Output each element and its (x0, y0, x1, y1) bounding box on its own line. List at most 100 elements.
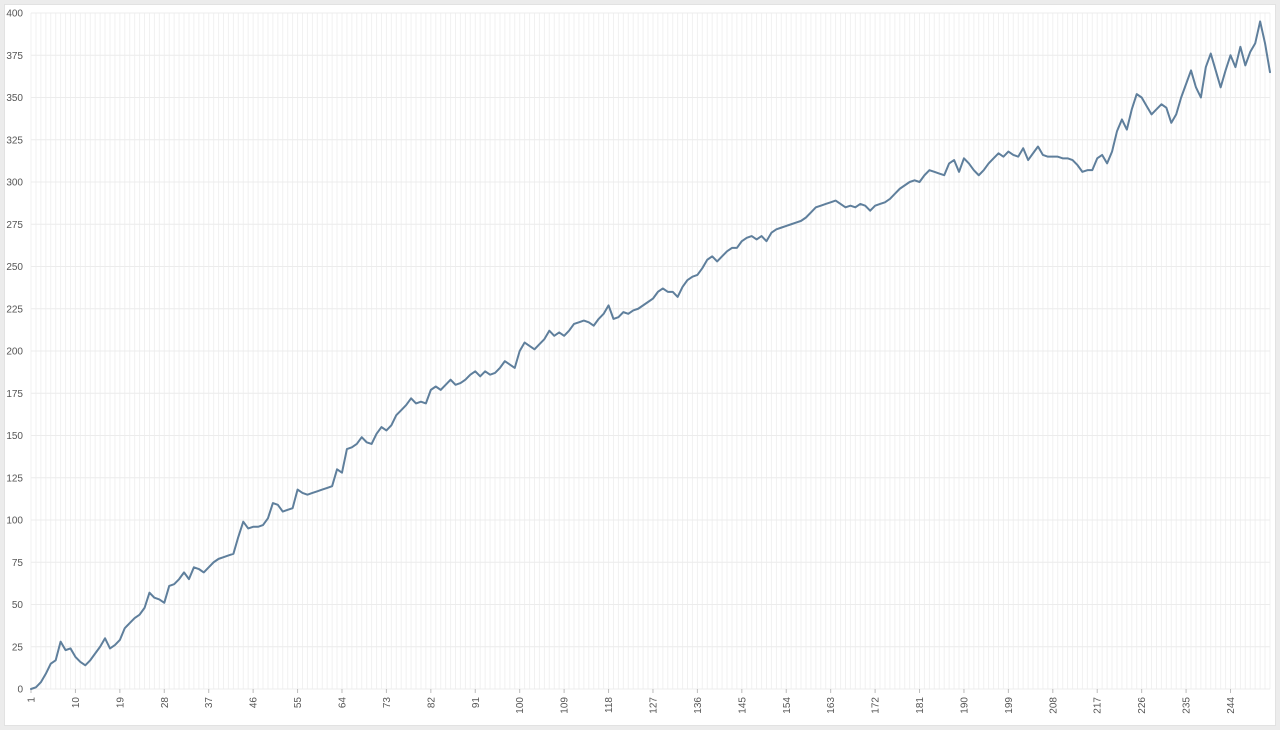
data-point[interactable] (1150, 112, 1154, 116)
data-point[interactable] (123, 626, 127, 630)
data-point[interactable] (641, 303, 645, 307)
data-point[interactable] (29, 687, 33, 691)
data-point[interactable] (1268, 70, 1272, 74)
data-point[interactable] (310, 491, 314, 495)
data-point[interactable] (1080, 170, 1084, 174)
data-point[interactable] (108, 646, 112, 650)
data-point[interactable] (187, 577, 191, 581)
data-point[interactable] (251, 525, 255, 529)
data-point[interactable] (769, 231, 773, 235)
data-point[interactable] (1219, 85, 1223, 89)
data-point[interactable] (73, 655, 77, 659)
data-point[interactable] (607, 303, 611, 307)
data-point[interactable] (819, 204, 823, 208)
data-point[interactable] (1164, 106, 1168, 110)
data-point[interactable] (1159, 102, 1163, 106)
data-point[interactable] (147, 591, 151, 595)
data-point[interactable] (1110, 150, 1114, 154)
data-point[interactable] (972, 168, 976, 172)
data-point[interactable] (789, 222, 793, 226)
data-point[interactable] (681, 285, 685, 289)
data-point[interactable] (1026, 158, 1030, 162)
data-point[interactable] (997, 151, 1001, 155)
data-point[interactable] (557, 330, 561, 334)
data-point[interactable] (88, 658, 92, 662)
data-point[interactable] (143, 606, 147, 610)
data-point[interactable] (1125, 128, 1129, 132)
data-point[interactable] (774, 227, 778, 231)
data-point[interactable] (592, 324, 596, 328)
data-point[interactable] (296, 488, 300, 492)
data-point[interactable] (824, 202, 828, 206)
data-point[interactable] (779, 226, 783, 230)
data-point[interactable] (335, 467, 339, 471)
data-point[interactable] (414, 401, 418, 405)
data-point[interactable] (843, 205, 847, 209)
data-point[interactable] (804, 215, 808, 219)
data-point[interactable] (1095, 156, 1099, 160)
data-point[interactable] (483, 369, 487, 373)
data-point[interactable] (829, 200, 833, 204)
data-point[interactable] (177, 577, 181, 581)
data-point[interactable] (858, 202, 862, 206)
data-point[interactable] (947, 161, 951, 165)
data-point[interactable] (39, 680, 43, 684)
data-point[interactable] (661, 286, 665, 290)
data-point[interactable] (236, 535, 240, 539)
data-point[interactable] (330, 484, 334, 488)
data-point[interactable] (602, 312, 606, 316)
data-point[interactable] (192, 565, 196, 569)
data-point[interactable] (370, 442, 374, 446)
data-point[interactable] (626, 312, 630, 316)
data-point[interactable] (226, 553, 230, 557)
data-point[interactable] (300, 491, 304, 495)
data-point[interactable] (1248, 50, 1252, 54)
data-point[interactable] (1189, 68, 1193, 72)
data-point[interactable] (379, 425, 383, 429)
data-point[interactable] (375, 432, 379, 436)
data-point[interactable] (715, 259, 719, 263)
data-point[interactable] (513, 366, 517, 370)
data-point[interactable] (834, 199, 838, 203)
data-point[interactable] (567, 329, 571, 333)
data-point[interactable] (690, 275, 694, 279)
data-point[interactable] (1204, 65, 1208, 69)
data-point[interactable] (903, 183, 907, 187)
data-point[interactable] (340, 471, 344, 475)
data-point[interactable] (59, 640, 63, 644)
data-point[interactable] (197, 567, 201, 571)
data-point[interactable] (113, 643, 117, 647)
data-point[interactable] (439, 388, 443, 392)
data-point[interactable] (1011, 153, 1015, 157)
data-point[interactable] (1258, 19, 1262, 23)
data-point[interactable] (222, 555, 226, 559)
data-point[interactable] (918, 180, 922, 184)
data-point[interactable] (730, 246, 734, 250)
data-point[interactable] (152, 596, 156, 600)
data-point[interactable] (977, 173, 981, 177)
data-point[interactable] (1243, 63, 1247, 67)
data-point[interactable] (1214, 68, 1218, 72)
data-point[interactable] (848, 204, 852, 208)
data-point[interactable] (1169, 121, 1173, 125)
data-point[interactable] (261, 523, 265, 527)
data-point[interactable] (587, 320, 591, 324)
data-point[interactable] (1041, 153, 1045, 157)
data-point[interactable] (1085, 168, 1089, 172)
data-point[interactable] (291, 506, 295, 510)
data-point[interactable] (656, 290, 660, 294)
data-point[interactable] (552, 334, 556, 338)
data-point[interactable] (651, 297, 655, 301)
data-point[interactable] (1140, 96, 1144, 100)
data-point[interactable] (621, 310, 625, 314)
data-point[interactable] (454, 383, 458, 387)
data-point[interactable] (384, 428, 388, 432)
data-point[interactable] (473, 369, 477, 373)
data-point[interactable] (1130, 107, 1134, 111)
data-point[interactable] (172, 582, 176, 586)
data-point[interactable] (133, 616, 137, 620)
data-point[interactable] (784, 224, 788, 228)
data-point[interactable] (572, 322, 576, 326)
data-point[interactable] (157, 597, 161, 601)
data-point[interactable] (853, 205, 857, 209)
